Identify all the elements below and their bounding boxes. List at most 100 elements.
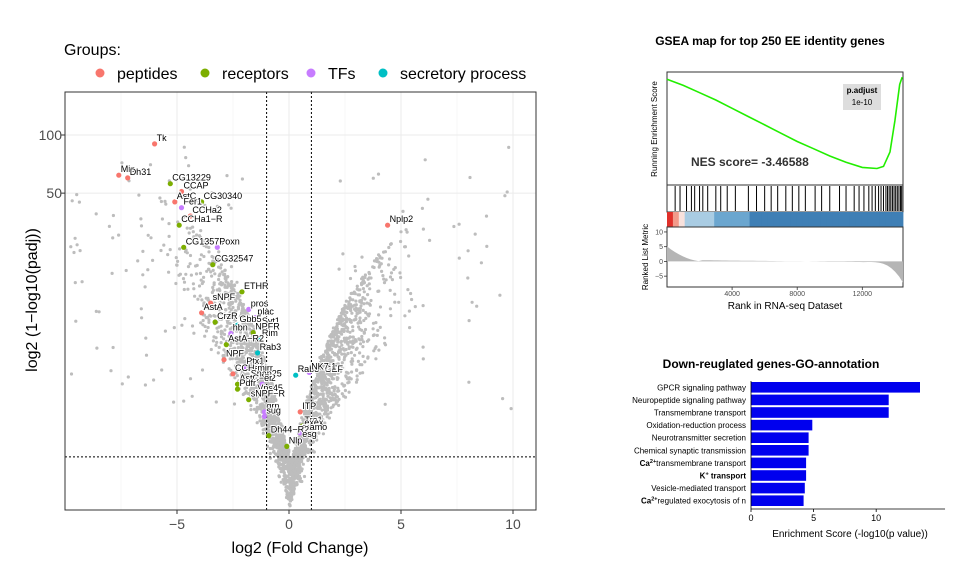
go-category-label: Transmembrane transport (654, 409, 747, 418)
background-point (240, 368, 244, 372)
background-point (356, 307, 360, 311)
gene-label: Ptx1 (246, 356, 264, 366)
background-point (362, 331, 366, 335)
background-point (198, 271, 202, 275)
background-point (249, 365, 253, 369)
background-point (239, 360, 243, 364)
background-point (358, 299, 362, 303)
background-point (305, 412, 309, 417)
volcano-highlighted-genes (116, 141, 391, 449)
background-point (182, 215, 186, 219)
background-point (323, 375, 328, 380)
background-point (260, 392, 264, 396)
background-point (194, 264, 198, 268)
background-point (337, 335, 341, 339)
background-point (388, 288, 392, 292)
background-point (310, 385, 314, 389)
gene-point-peptides (125, 175, 131, 181)
gsea-metric-ylabel: Ranked List Metric (641, 224, 650, 290)
background-point (321, 396, 325, 400)
background-point (231, 305, 235, 310)
background-point (278, 436, 282, 441)
gene-point-receptors (181, 244, 187, 250)
background-point (358, 316, 362, 320)
gene-label: NK7.1 (311, 361, 336, 371)
heatbar-segment (814, 212, 821, 227)
background-point (207, 320, 211, 324)
background-point (337, 267, 341, 271)
go-x-tick-label: 0 (748, 513, 753, 523)
background-point (236, 307, 241, 311)
background-point (251, 355, 255, 359)
gene-point-receptors (284, 443, 290, 449)
background-point (371, 321, 376, 325)
go-category-label: Oxidation-reduction process (646, 421, 746, 430)
background-point (255, 376, 259, 380)
background-point (339, 340, 343, 344)
background-point (355, 284, 359, 288)
background-point (331, 377, 336, 381)
background-point (191, 282, 195, 286)
background-point (97, 310, 101, 314)
background-point (202, 239, 206, 243)
background-point (331, 405, 335, 409)
background-point (218, 288, 222, 293)
background-point (351, 359, 355, 363)
gene-label: CCHa1 (235, 363, 265, 373)
background-point (338, 179, 342, 183)
background-point (315, 394, 319, 399)
background-point (110, 271, 114, 275)
background-point (358, 351, 362, 355)
background-point (263, 362, 267, 366)
background-point (250, 374, 254, 378)
go-bar (751, 470, 807, 481)
background-point (282, 458, 286, 462)
background-point (498, 293, 502, 297)
background-point (280, 458, 284, 462)
background-point (195, 199, 200, 203)
go-bar (751, 482, 805, 494)
background-point (176, 259, 180, 263)
background-point (466, 276, 470, 280)
background-point (292, 477, 296, 481)
background-point (321, 353, 326, 357)
background-point (298, 470, 302, 475)
go-label-text: Chemical synaptic transmission (634, 446, 746, 455)
background-point (220, 295, 224, 299)
background-point (426, 197, 430, 201)
background-point (227, 203, 231, 207)
background-point (174, 281, 178, 286)
background-point (263, 400, 267, 404)
background-point (69, 372, 74, 376)
background-point (505, 190, 509, 194)
heatbar-segment (714, 212, 721, 227)
background-point (206, 325, 210, 330)
background-point (479, 261, 483, 265)
background-point (352, 290, 356, 294)
background-point (250, 349, 254, 353)
background-point (378, 254, 382, 259)
background-point (182, 280, 187, 284)
background-point (343, 313, 347, 318)
background-point (348, 330, 352, 334)
background-point (332, 339, 336, 344)
background-point (335, 352, 339, 357)
go-bar-chart: Down-reuglated genes-GO-annotation GPCR … (632, 357, 946, 540)
gene-label: CG30340 (204, 191, 243, 201)
background-point (225, 174, 229, 178)
background-point (228, 292, 232, 296)
gene-point-peptides (385, 222, 391, 228)
gene-point-secretory (252, 391, 258, 397)
background-point (216, 330, 220, 334)
background-point (234, 299, 238, 303)
background-point (167, 270, 171, 274)
background-point (235, 374, 239, 378)
background-point (283, 479, 287, 484)
background-point (229, 265, 234, 269)
background-point (357, 293, 362, 297)
go-label-ion: K (700, 472, 706, 481)
background-point (332, 353, 337, 357)
background-point (230, 280, 234, 284)
background-point (318, 412, 322, 416)
background-point (190, 394, 194, 398)
